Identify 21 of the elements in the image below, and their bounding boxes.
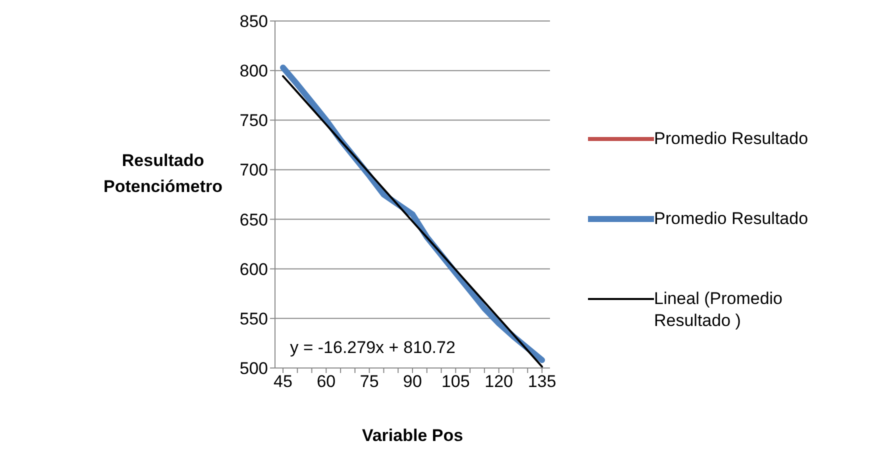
y-tick-label: 850: [240, 12, 268, 32]
y-tick-label: 800: [240, 62, 268, 81]
legend-label: Promedio Resultado: [654, 208, 810, 230]
y-tick-label: 650: [240, 210, 268, 230]
x-tick-label: 75: [360, 372, 379, 392]
y-tick-label: 700: [240, 160, 268, 180]
annotation: y = -16.279x + 810.72: [290, 338, 456, 358]
x-tick-label: 135: [528, 372, 556, 392]
x-tick-label: 45: [274, 372, 292, 392]
x-tick-label: 60: [316, 372, 336, 392]
x-tick-label: 120: [484, 372, 514, 392]
x-axis-title: Variable Pos: [360, 426, 464, 446]
x-tick-label: 105: [441, 372, 470, 392]
x-tick-label: 90: [403, 372, 422, 392]
y-tick-label: 600: [240, 260, 268, 279]
legend-label: Promedio Resultado: [654, 128, 810, 150]
legend-label: Lineal (Promedio Resultado ): [654, 288, 784, 332]
y-tick-label: 750: [240, 111, 268, 130]
y-tick-label: 500: [240, 359, 268, 378]
y-tick-label: 550: [240, 309, 268, 328]
y-axis-title: Resultado Potenciómetro: [103, 151, 223, 196]
